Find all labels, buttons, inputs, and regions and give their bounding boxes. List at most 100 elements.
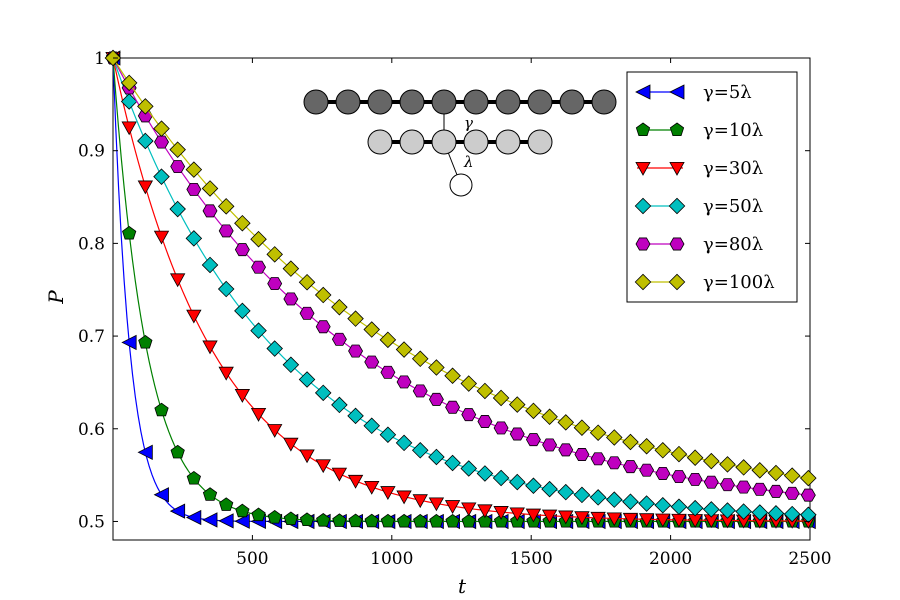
data-point xyxy=(783,505,801,523)
data-point xyxy=(686,449,704,466)
data-point xyxy=(250,322,267,339)
y-axis-label: P xyxy=(44,290,68,305)
data-point xyxy=(186,470,201,485)
data-point xyxy=(170,444,185,459)
data-point xyxy=(460,460,478,477)
data-point xyxy=(137,444,153,460)
legend-label: γ=80λ xyxy=(703,234,763,255)
data-point xyxy=(686,499,704,517)
data-point xyxy=(477,513,493,528)
legend-label: γ=10λ xyxy=(703,120,763,141)
data-point xyxy=(477,504,493,519)
legend-item: γ=30λ xyxy=(635,158,763,179)
series-5 xyxy=(104,49,817,487)
data-point xyxy=(347,474,364,489)
data-point xyxy=(364,513,379,528)
data-point xyxy=(411,350,429,368)
data-point xyxy=(509,507,525,522)
x-tick-label: 2500 xyxy=(788,549,831,569)
data-point xyxy=(251,260,266,274)
data-point xyxy=(315,320,331,334)
data-point xyxy=(492,389,510,407)
x-tick-label: 1000 xyxy=(370,549,413,569)
data-point xyxy=(137,132,154,150)
data-point xyxy=(413,513,428,528)
inset-bottom-node xyxy=(449,173,473,197)
data-point xyxy=(380,486,396,500)
data-point xyxy=(768,484,784,498)
data-point xyxy=(169,141,186,158)
data-point xyxy=(784,486,800,500)
data-point xyxy=(234,302,251,320)
data-point xyxy=(751,504,769,521)
inset-middle-node xyxy=(463,129,489,155)
y-tick-label: 0.6 xyxy=(78,420,105,440)
data-point xyxy=(348,513,363,528)
data-point xyxy=(622,512,639,527)
data-point xyxy=(606,512,622,527)
data-point xyxy=(316,513,331,527)
data-point xyxy=(331,396,348,414)
data-point xyxy=(460,375,478,392)
data-point xyxy=(380,513,396,528)
x-tick-label: 500 xyxy=(236,549,268,569)
data-point xyxy=(752,482,768,496)
legend-marker xyxy=(634,273,652,291)
data-point xyxy=(396,490,412,505)
data-point xyxy=(332,513,347,527)
data-point xyxy=(267,424,283,438)
data-point xyxy=(541,480,558,498)
data-point xyxy=(169,200,186,218)
x-tick-label: 1500 xyxy=(510,549,553,569)
y-tick-label: 1 xyxy=(94,49,105,69)
data-point xyxy=(234,389,251,403)
data-point xyxy=(412,384,428,398)
data-point xyxy=(800,469,817,487)
data-point xyxy=(655,467,671,480)
data-point xyxy=(445,513,460,528)
data-point xyxy=(508,473,526,491)
data-point xyxy=(315,459,331,474)
data-point xyxy=(331,298,348,316)
data-point xyxy=(671,470,687,484)
data-point xyxy=(202,340,218,355)
data-point xyxy=(283,292,299,306)
data-point xyxy=(201,180,219,197)
data-point xyxy=(395,341,413,358)
data-point xyxy=(379,426,397,444)
data-point xyxy=(735,459,752,476)
data-point xyxy=(122,225,137,240)
data-point xyxy=(364,355,380,369)
inset-top-node xyxy=(559,89,585,115)
data-point xyxy=(120,74,138,92)
data-point xyxy=(574,448,590,461)
data-point xyxy=(735,503,752,520)
data-point xyxy=(395,434,413,452)
data-point xyxy=(283,511,299,526)
data-point xyxy=(234,243,250,257)
legend-item: γ=5λ xyxy=(635,82,752,103)
data-point xyxy=(590,452,606,466)
data-point xyxy=(266,340,283,357)
inset-top-node xyxy=(463,89,489,115)
inset-top-node xyxy=(367,89,393,115)
data-point xyxy=(202,512,218,528)
data-point xyxy=(606,429,623,446)
data-point xyxy=(153,120,170,137)
data-point xyxy=(557,414,575,431)
inset-top-node xyxy=(495,89,521,115)
data-point xyxy=(283,437,299,452)
legend-label: γ=30λ xyxy=(703,158,763,179)
data-point xyxy=(428,448,445,466)
data-point xyxy=(379,331,397,349)
data-point xyxy=(299,512,315,526)
data-point xyxy=(380,365,396,379)
data-point xyxy=(800,506,817,524)
data-point xyxy=(558,443,574,457)
data-point xyxy=(120,93,138,110)
data-point xyxy=(476,382,494,400)
data-point xyxy=(153,230,170,245)
data-point xyxy=(493,506,509,520)
legend-box xyxy=(626,71,798,303)
data-point xyxy=(444,454,461,472)
